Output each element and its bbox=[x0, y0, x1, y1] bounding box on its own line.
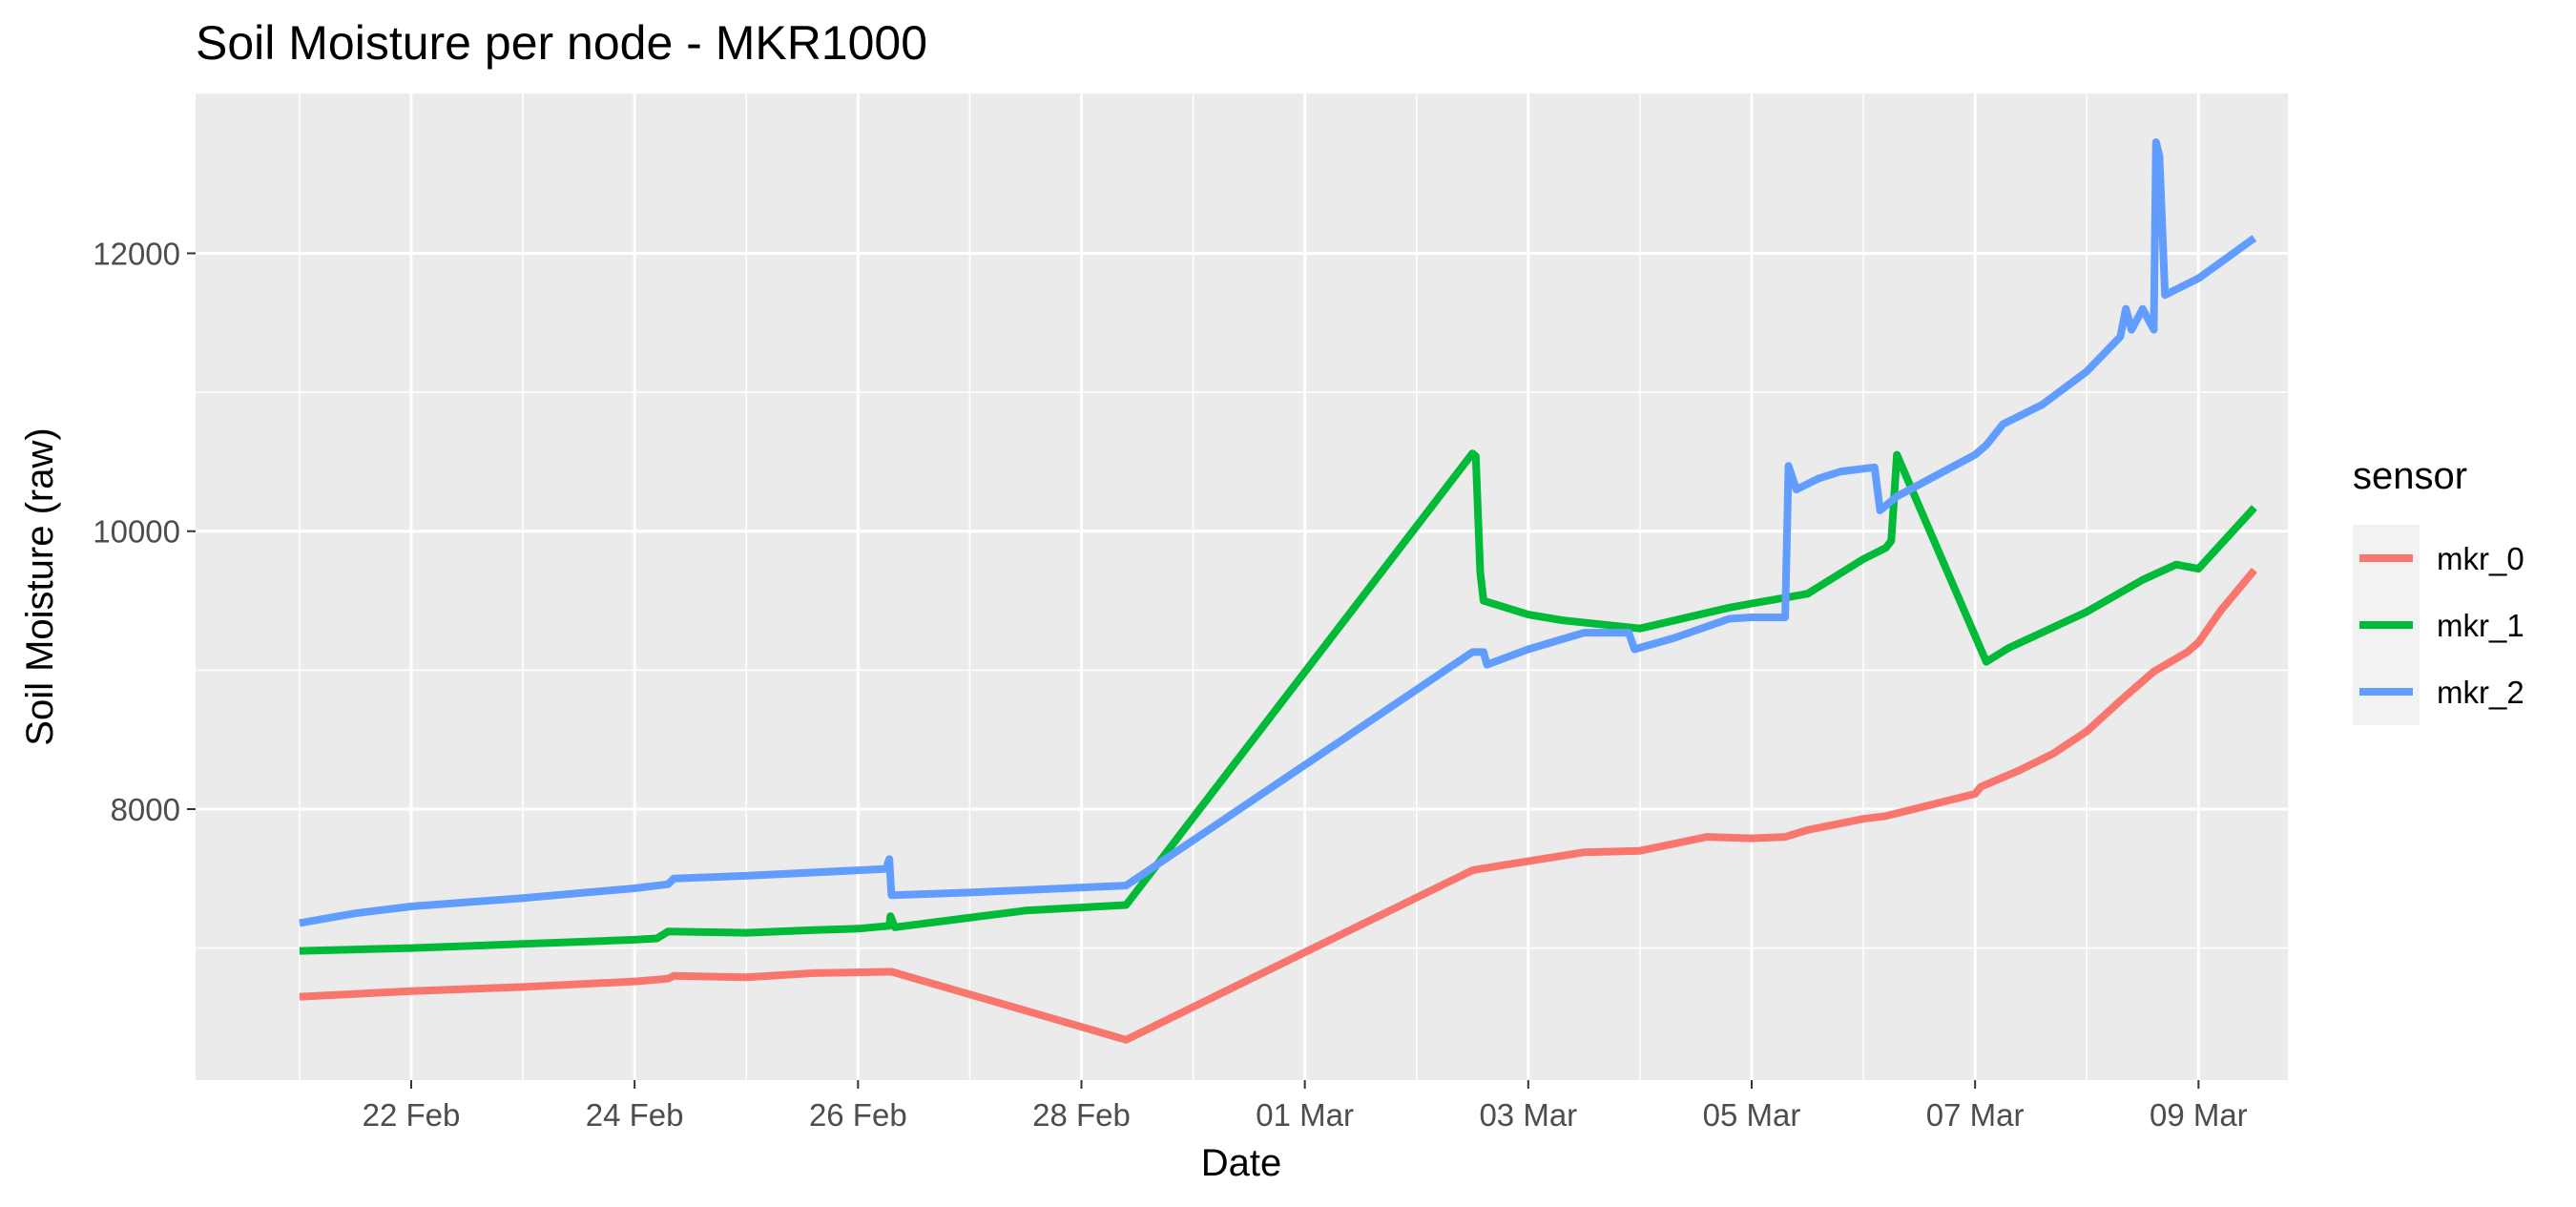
x-axis: 22 Feb 24 Feb 26 Feb 28 Feb 01 Mar 03 Mar 05 M… bbox=[363, 1080, 2248, 1133]
x-tick-label: 26 Feb bbox=[809, 1097, 907, 1133]
series-line-mkr_2 bbox=[299, 138, 2257, 927]
x-tick-label: 28 Feb bbox=[1032, 1097, 1131, 1133]
legend-label: mkr_0 bbox=[2437, 541, 2524, 576]
minor-gridlines bbox=[196, 94, 2288, 1080]
legend-label: mkr_2 bbox=[2437, 675, 2524, 710]
x-tick-label: 01 Mar bbox=[1256, 1097, 1354, 1133]
chart-title: Soil Moisture per node - MKR1000 bbox=[196, 16, 927, 70]
legend-item-mkr_0: mkr_0 bbox=[2353, 525, 2524, 592]
x-tick-label: 09 Mar bbox=[2150, 1097, 2248, 1133]
legend-label: mkr_1 bbox=[2437, 608, 2524, 643]
y-axis: 8000 10000 12000 bbox=[93, 236, 196, 827]
y-axis-title: Soil Moisture (raw) bbox=[19, 427, 61, 745]
y-tick-label: 10000 bbox=[93, 514, 180, 550]
series-line-mkr_0 bbox=[299, 567, 2257, 1044]
x-axis-title: Date bbox=[1201, 1142, 1282, 1184]
plot-panel bbox=[196, 94, 2288, 1080]
y-tick-label: 8000 bbox=[111, 792, 180, 827]
series-line-mkr_1 bbox=[299, 449, 2257, 955]
x-tick-label: 22 Feb bbox=[363, 1097, 461, 1133]
legend: sensor mkr_0 mkr_1 mkr_2 bbox=[2353, 455, 2524, 725]
legend-item-mkr_1: mkr_1 bbox=[2353, 592, 2524, 658]
y-tick-label: 12000 bbox=[93, 236, 180, 271]
x-tick-label: 24 Feb bbox=[586, 1097, 684, 1133]
legend-item-mkr_2: mkr_2 bbox=[2353, 658, 2524, 725]
x-tick-label: 05 Mar bbox=[1703, 1097, 1801, 1133]
x-tick-label: 07 Mar bbox=[1926, 1097, 2025, 1133]
x-tick-label: 03 Mar bbox=[1479, 1097, 1577, 1133]
legend-title: sensor bbox=[2353, 455, 2467, 497]
series-lines bbox=[299, 138, 2257, 1044]
